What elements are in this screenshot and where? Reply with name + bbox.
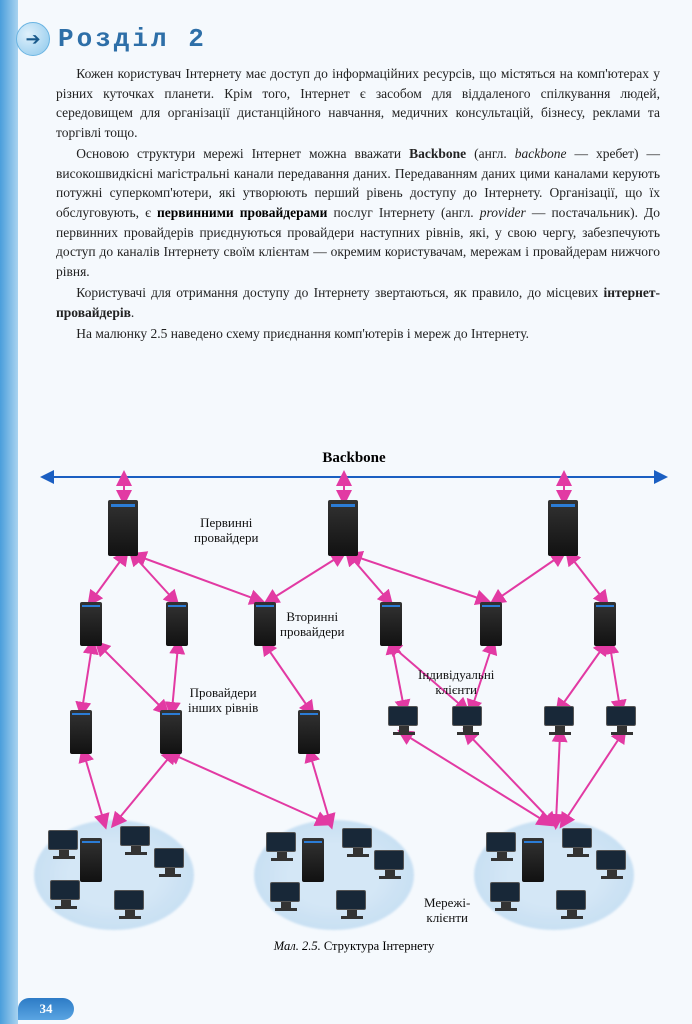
label-primary: Первинні провайдери bbox=[194, 516, 259, 546]
pc-ind-2 bbox=[452, 706, 484, 734]
cloud2-pc-1 bbox=[266, 832, 298, 860]
cloud2-pc-3 bbox=[374, 850, 406, 878]
backbone-line bbox=[44, 476, 664, 478]
pc-ind-1 bbox=[388, 706, 420, 734]
figure-caption: Мал. 2.5. Структура Інтернету bbox=[274, 939, 434, 954]
paragraph-3: Користувачі для отримання доступу до Інт… bbox=[56, 283, 660, 322]
p2f: первинними провайдерами bbox=[157, 205, 327, 220]
cloud2-server bbox=[302, 838, 324, 882]
label-ind-clients: Індивідуальні клієнти bbox=[418, 668, 494, 698]
cloud2-pc-4 bbox=[270, 882, 302, 910]
server-secondary-4 bbox=[380, 602, 402, 646]
cloud1-pc-5 bbox=[114, 890, 146, 918]
server-secondary-1 bbox=[80, 602, 102, 646]
server-secondary-3 bbox=[254, 602, 276, 646]
label-other-levels: Провайдери інших рівнів bbox=[188, 686, 258, 716]
cloud3-pc-2 bbox=[562, 828, 594, 856]
server-primary-2 bbox=[328, 500, 358, 556]
cloud3-pc-1 bbox=[486, 832, 518, 860]
pc-ind-4 bbox=[606, 706, 638, 734]
page-number: 34 bbox=[18, 998, 74, 1020]
cloud1-pc-2 bbox=[120, 826, 152, 854]
body-text: Кожен користувач Інтернету має доступ до… bbox=[56, 64, 660, 346]
server-primary-3 bbox=[548, 500, 578, 556]
cloud3-pc-5 bbox=[556, 890, 588, 918]
backbone-arrow-right-icon bbox=[654, 470, 668, 484]
p3a: Користувачі для отримання доступу до Інт… bbox=[76, 285, 603, 300]
server-other-1 bbox=[70, 710, 92, 754]
p2d: backbone bbox=[515, 146, 567, 161]
server-other-3 bbox=[298, 710, 320, 754]
p2b: Backbone bbox=[409, 146, 466, 161]
server-other-2 bbox=[160, 710, 182, 754]
server-secondary-6 bbox=[594, 602, 616, 646]
server-primary-1 bbox=[108, 500, 138, 556]
label-net-clients: Мережі- клієнти bbox=[424, 896, 470, 926]
p2h: provider bbox=[480, 205, 526, 220]
p3c: . bbox=[131, 305, 134, 320]
cloud1-pc-3 bbox=[154, 848, 186, 876]
paragraph-1: Кожен користувач Інтернету має доступ до… bbox=[56, 64, 660, 142]
paragraph-4: На малюнку 2.5 наведено схему приєднання… bbox=[56, 324, 660, 344]
header-circle: ➔ bbox=[16, 22, 50, 56]
chapter-title: Розділ 2 bbox=[58, 24, 207, 54]
chapter-header: ➔ Розділ 2 bbox=[16, 22, 207, 56]
p2a: Основою структури мережі Інтернет можна … bbox=[76, 146, 409, 161]
arrow-right-icon: ➔ bbox=[25, 29, 40, 50]
cloud2-pc-5 bbox=[336, 890, 368, 918]
cloud3-pc-4 bbox=[490, 882, 522, 910]
backbone-arrow-left-icon bbox=[40, 470, 54, 484]
left-stripe bbox=[0, 0, 18, 1024]
cloud1-pc-1 bbox=[48, 830, 80, 858]
cloud2-pc-2 bbox=[342, 828, 374, 856]
p2c: (англ. bbox=[466, 146, 515, 161]
backbone-label: Backbone bbox=[322, 450, 385, 467]
cloud3-pc-3 bbox=[596, 850, 628, 878]
cloud3-server bbox=[522, 838, 544, 882]
diagram: Backbone bbox=[44, 450, 664, 960]
caption-rest: Структура Інтернету bbox=[321, 939, 435, 953]
pc-ind-3 bbox=[544, 706, 576, 734]
caption-em: Мал. 2.5. bbox=[274, 939, 321, 953]
cloud1-server bbox=[80, 838, 102, 882]
cloud1-pc-4 bbox=[50, 880, 82, 908]
paragraph-2: Основою структури мережі Інтернет можна … bbox=[56, 144, 660, 281]
server-secondary-2 bbox=[166, 602, 188, 646]
label-secondary: Вторинні провайдери bbox=[280, 610, 345, 640]
server-secondary-5 bbox=[480, 602, 502, 646]
p2g: послуг Інтернету (англ. bbox=[327, 205, 479, 220]
